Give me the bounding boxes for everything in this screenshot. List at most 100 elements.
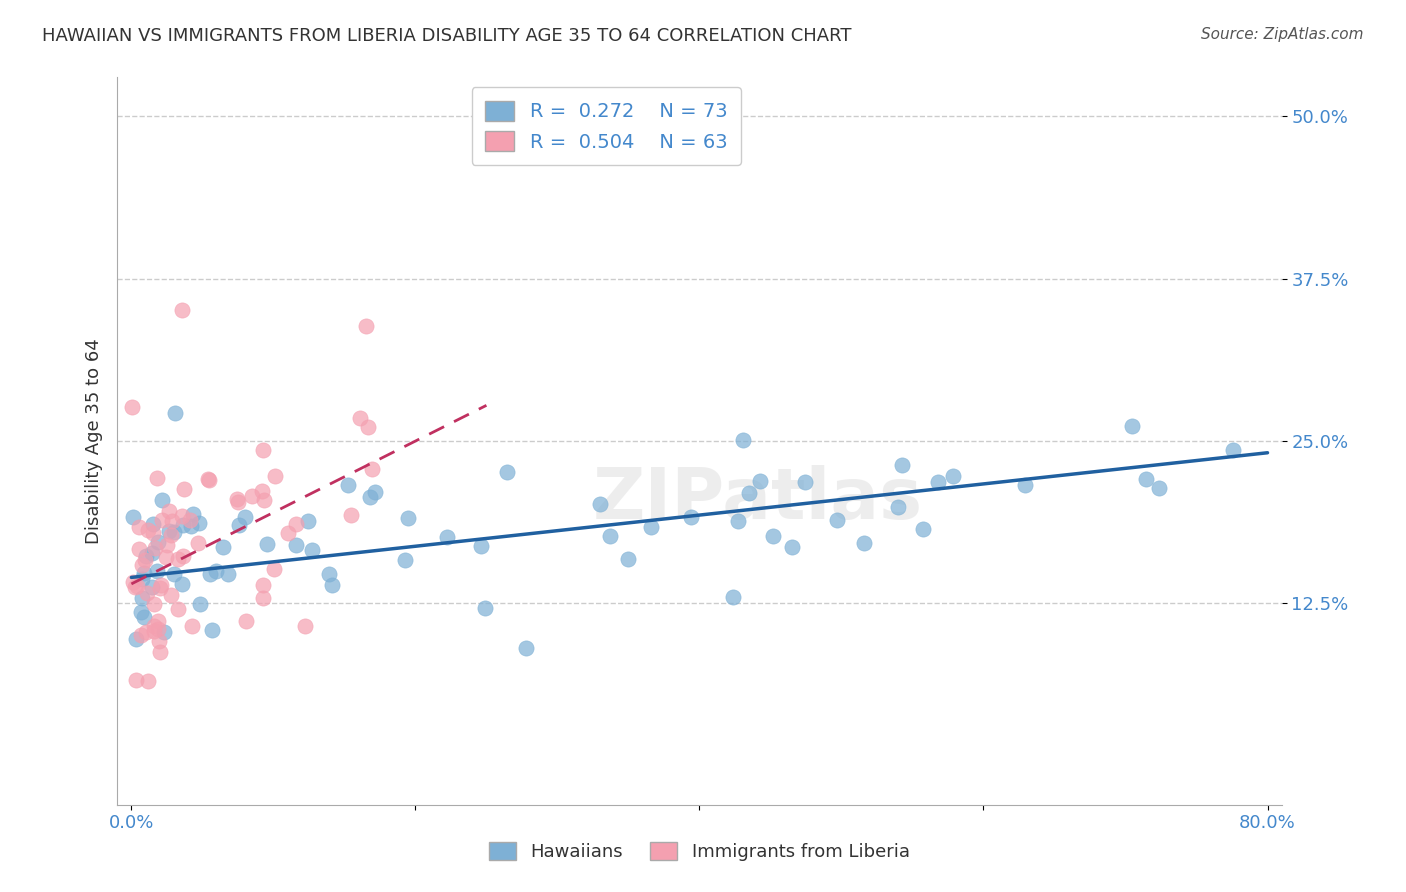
Point [187, 536, 209, 550]
Point [285, 516, 308, 531]
Point [198, 566, 221, 581]
Point [134, 609, 156, 624]
Point [927, 475, 949, 490]
Point [349, 410, 371, 425]
Point [152, 512, 174, 526]
Point [679, 510, 702, 524]
Point [128, 542, 150, 557]
Text: Source: ZipAtlas.com: Source: ZipAtlas.com [1201, 27, 1364, 42]
Point [252, 591, 274, 605]
Point [128, 519, 150, 533]
Point [124, 580, 146, 594]
Point [125, 673, 148, 687]
Point [515, 641, 537, 656]
Point [181, 507, 204, 521]
Point [197, 473, 219, 487]
Point [142, 526, 165, 541]
Point [173, 482, 195, 496]
Point [167, 602, 190, 616]
Point [640, 520, 662, 534]
Point [157, 504, 180, 518]
Point [172, 517, 194, 532]
Point [589, 497, 612, 511]
Point [142, 517, 165, 532]
Point [127, 579, 149, 593]
Legend: R =  0.272    N = 73, R =  0.504    N = 63: R = 0.272 N = 73, R = 0.504 N = 63 [471, 87, 741, 165]
Point [252, 442, 274, 457]
Point [762, 529, 785, 543]
Point [136, 673, 159, 688]
Point [122, 575, 145, 590]
Point [156, 539, 179, 553]
Point [359, 491, 381, 505]
Point [228, 518, 250, 533]
Point [170, 509, 193, 524]
Point [187, 516, 209, 531]
Point [163, 524, 186, 539]
Point [226, 495, 249, 509]
Point [143, 597, 166, 611]
Point [134, 566, 156, 580]
Point [135, 549, 157, 563]
Point [148, 614, 170, 628]
Point [148, 645, 170, 659]
Point [226, 492, 249, 507]
Point [396, 510, 419, 524]
Point [131, 572, 153, 586]
Point [143, 541, 166, 555]
Point [1014, 477, 1036, 491]
Point [1121, 419, 1143, 434]
Point [159, 588, 181, 602]
Y-axis label: Disability Age 35 to 64: Disability Age 35 to 64 [86, 338, 103, 544]
Point [356, 419, 378, 434]
Point [131, 591, 153, 605]
Point [217, 567, 239, 582]
Point [146, 564, 169, 578]
Point [263, 469, 285, 483]
Point [852, 536, 875, 550]
Point [263, 562, 285, 576]
Point [150, 492, 173, 507]
Point [360, 461, 382, 475]
Point [201, 623, 224, 637]
Point [277, 525, 299, 540]
Point [738, 486, 761, 500]
Point [780, 540, 803, 554]
Point [363, 484, 385, 499]
Point [235, 614, 257, 628]
Point [148, 633, 170, 648]
Point [321, 578, 343, 592]
Point [166, 551, 188, 566]
Point [143, 619, 166, 633]
Point [301, 543, 323, 558]
Point [616, 552, 638, 566]
Point [337, 477, 360, 491]
Point [148, 623, 170, 637]
Point [172, 303, 194, 318]
Point [197, 472, 219, 486]
Point [146, 534, 169, 549]
Point [297, 514, 319, 528]
Point [891, 458, 914, 472]
Point [233, 510, 256, 524]
Point [256, 537, 278, 551]
Text: HAWAIIAN VS IMMIGRANTS FROM LIBERIA DISABILITY AGE 35 TO 64 CORRELATION CHART: HAWAIIAN VS IMMIGRANTS FROM LIBERIA DISA… [42, 27, 852, 45]
Point [205, 564, 228, 578]
Point [179, 513, 201, 527]
Point [152, 624, 174, 639]
Point [170, 577, 193, 591]
Text: ZIPatlas: ZIPatlas [592, 465, 922, 533]
Point [180, 619, 202, 633]
Point [252, 577, 274, 591]
Point [163, 567, 186, 582]
Point [141, 580, 163, 594]
Point [721, 590, 744, 604]
Point [1222, 443, 1244, 458]
Point [474, 601, 496, 615]
Point [136, 585, 159, 599]
Point [599, 529, 621, 543]
Point [825, 513, 848, 527]
Point [172, 549, 194, 564]
Point [731, 433, 754, 447]
Point [212, 540, 235, 554]
